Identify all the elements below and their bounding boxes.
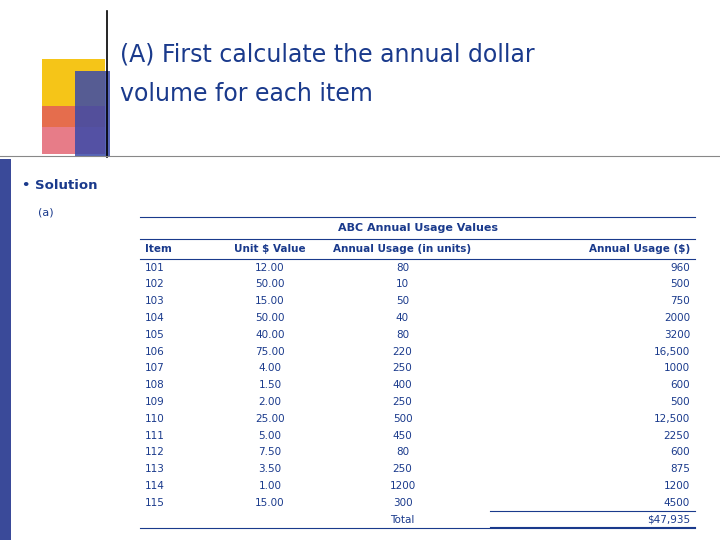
Text: 250: 250 [392, 363, 413, 374]
Text: 1000: 1000 [664, 363, 690, 374]
Text: 12.00: 12.00 [255, 262, 285, 273]
Text: 111: 111 [145, 430, 165, 441]
Text: 50.00: 50.00 [256, 280, 284, 289]
Text: 109: 109 [145, 397, 165, 407]
Text: 113: 113 [145, 464, 165, 474]
Text: 220: 220 [392, 347, 413, 356]
Text: 2000: 2000 [664, 313, 690, 323]
Text: 112: 112 [145, 448, 165, 457]
Text: 1.50: 1.50 [258, 380, 282, 390]
Text: 7.50: 7.50 [258, 448, 282, 457]
Text: 400: 400 [392, 380, 413, 390]
Text: Annual Usage (in units): Annual Usage (in units) [333, 244, 472, 254]
Text: Item: Item [145, 244, 172, 254]
Text: 80: 80 [396, 262, 409, 273]
Text: 80: 80 [396, 330, 409, 340]
Text: 750: 750 [670, 296, 690, 306]
Text: 2.00: 2.00 [258, 397, 282, 407]
Text: 2250: 2250 [664, 430, 690, 441]
Text: 875: 875 [670, 464, 690, 474]
Text: 10: 10 [396, 280, 409, 289]
Text: 110: 110 [145, 414, 165, 424]
Bar [0, 159, 11, 540]
Text: 103: 103 [145, 296, 165, 306]
Text: 25.00: 25.00 [255, 414, 285, 424]
Text: 4.00: 4.00 [258, 363, 282, 374]
Text: 1200: 1200 [390, 481, 415, 491]
Text: (A) First calculate the annual dollar: (A) First calculate the annual dollar [120, 42, 535, 66]
Text: 300: 300 [392, 498, 413, 508]
Text: Annual Usage ($): Annual Usage ($) [589, 244, 690, 254]
Text: 40.00: 40.00 [256, 330, 284, 340]
Text: 3200: 3200 [664, 330, 690, 340]
Text: 106: 106 [145, 347, 165, 356]
Text: 500: 500 [670, 280, 690, 289]
Text: 600: 600 [670, 380, 690, 390]
Text: 50.00: 50.00 [256, 313, 284, 323]
Text: 101: 101 [145, 262, 165, 273]
Text: ABC Annual Usage Values: ABC Annual Usage Values [338, 224, 498, 233]
Text: 4500: 4500 [664, 498, 690, 508]
Text: 102: 102 [145, 280, 165, 289]
Text: Total: Total [390, 515, 415, 524]
Text: 600: 600 [670, 448, 690, 457]
Text: 500: 500 [670, 397, 690, 407]
Text: 40: 40 [396, 313, 409, 323]
Text: 250: 250 [392, 464, 413, 474]
Text: 3.50: 3.50 [258, 464, 282, 474]
Text: 50: 50 [396, 296, 409, 306]
Bar [42, 106, 105, 154]
Text: (a): (a) [38, 207, 53, 217]
Text: 107: 107 [145, 363, 165, 374]
Text: 12,500: 12,500 [654, 414, 690, 424]
Text: 16,500: 16,500 [654, 347, 690, 356]
Text: 450: 450 [392, 430, 413, 441]
Text: 1200: 1200 [664, 481, 690, 491]
Text: 250: 250 [392, 397, 413, 407]
Bar [75, 71, 110, 156]
Text: 105: 105 [145, 330, 165, 340]
Text: 1.00: 1.00 [258, 481, 282, 491]
Text: Unit $ Value: Unit $ Value [234, 244, 306, 254]
Text: 15.00: 15.00 [255, 296, 285, 306]
Text: 80: 80 [396, 448, 409, 457]
Text: 5.00: 5.00 [258, 430, 282, 441]
Text: • Solution: • Solution [22, 179, 97, 192]
Text: 108: 108 [145, 380, 165, 390]
Text: 500: 500 [392, 414, 413, 424]
Text: 115: 115 [145, 498, 165, 508]
Text: 114: 114 [145, 481, 165, 491]
Text: $47,935: $47,935 [647, 515, 690, 524]
Text: 75.00: 75.00 [255, 347, 285, 356]
Text: 104: 104 [145, 313, 165, 323]
Text: 15.00: 15.00 [255, 498, 285, 508]
Bar [42, 59, 105, 127]
Text: 960: 960 [670, 262, 690, 273]
Text: volume for each item: volume for each item [120, 82, 373, 106]
